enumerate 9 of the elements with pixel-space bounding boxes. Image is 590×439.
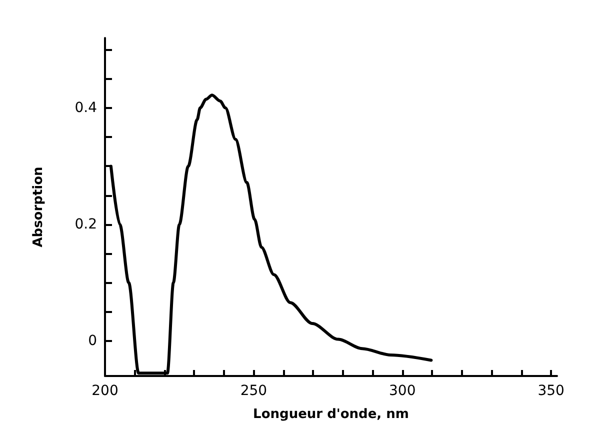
x-tick-label: 250 (240, 383, 268, 399)
y-tick-label: 0 (88, 333, 97, 350)
y-tick-label: 0.2 (74, 216, 97, 232)
x-axis-title: Longueur d'onde, nm (253, 407, 409, 422)
x-tick-label: 300 (389, 383, 416, 399)
y-tick-label: 0.4 (74, 100, 98, 116)
x-tick-label: 200 (92, 383, 118, 399)
x-tick-label: 350 (538, 383, 564, 399)
y-axis-title: Absorption (31, 166, 46, 248)
